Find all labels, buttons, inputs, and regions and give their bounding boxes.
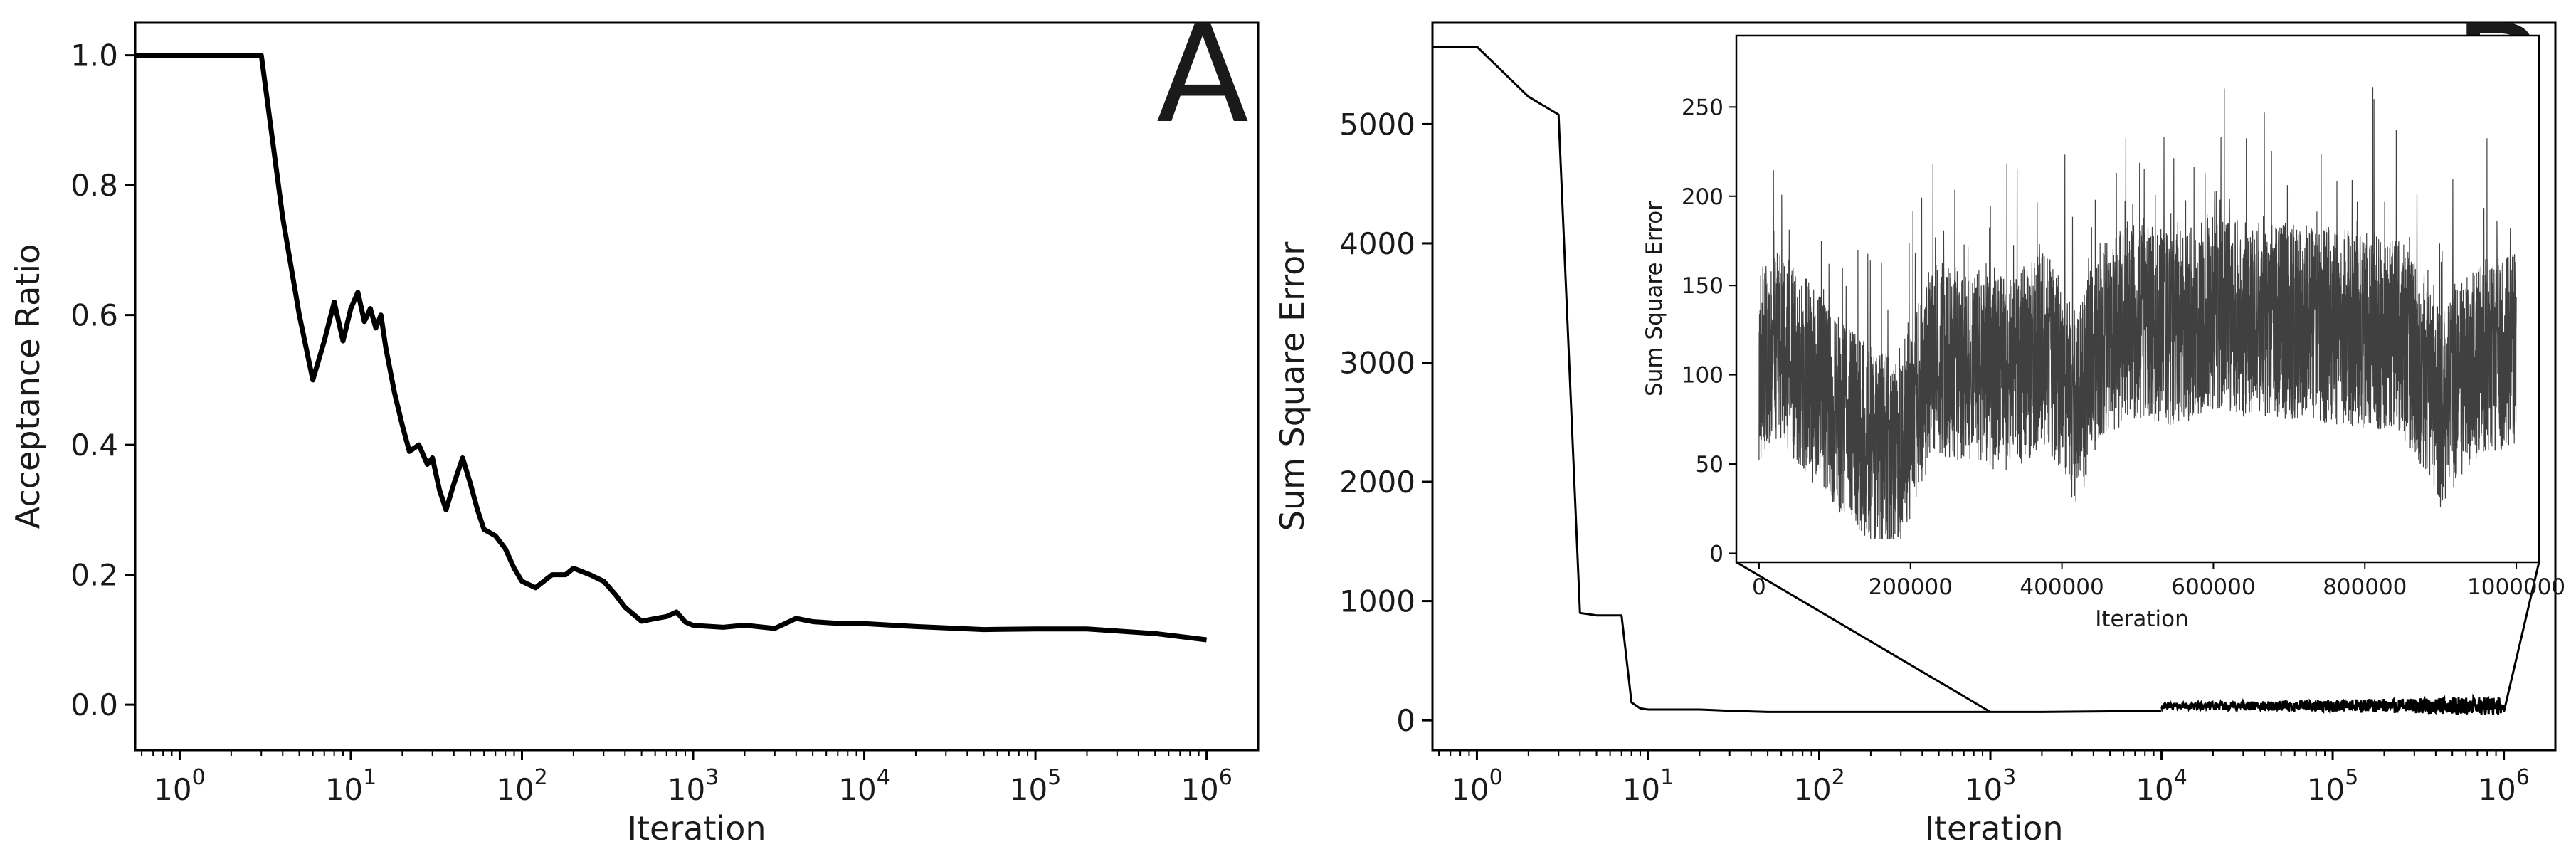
panel-b-plot-frame (1431, 21, 2557, 752)
panel-b-x-tick-label: 101 (1622, 765, 1674, 807)
panel-a-x-tick-base: 10 (838, 772, 876, 807)
panel-b-y-axis-label: Sum Square Error (1273, 242, 1311, 532)
panel-a-x-tick-label: 106 (1181, 765, 1232, 807)
panel-a-x-tick-exponent: 6 (1219, 765, 1232, 790)
panel-b-x-tick-exponent: 6 (2516, 765, 2530, 790)
inset-x-tick-label: 1000000 (2467, 574, 2565, 600)
inset-x-tick-label: 600000 (2171, 574, 2255, 600)
panel-b-x-tick-base: 10 (1965, 772, 2002, 807)
inset-x-tick-label: 0 (1752, 574, 1766, 600)
panel-b-x-tick-label: 103 (1965, 765, 2017, 807)
panel-a-x-tick-label: 100 (154, 765, 206, 807)
inset-y-tick-label: 100 (1682, 363, 1724, 389)
panel-a-x-axis-label: Iteration (627, 809, 766, 848)
panel-a-x-tick-label: 105 (1010, 765, 1062, 807)
panel-b-x-tick-base: 10 (2478, 772, 2516, 807)
panel-a-y-tick-label: 0.6 (70, 298, 118, 333)
panel-b-x-tick-label: 102 (1793, 765, 1845, 807)
panel-b-x-tick-exponent: 4 (2174, 765, 2187, 790)
panel-a-x-tick-exponent: 0 (192, 765, 206, 790)
panel-b-x-tick-label: 104 (2136, 765, 2187, 807)
panel-a-x-tick-base: 10 (325, 772, 363, 807)
panel-a-y-tick-label: 0.0 (70, 687, 118, 722)
inset-connector-left (1736, 561, 1991, 713)
inset-x-tick-label: 800000 (2323, 574, 2407, 600)
panel-a-marks (135, 53, 1208, 643)
panel-a-x-tick-label: 103 (667, 765, 719, 807)
panel-b-series-line (1432, 46, 2162, 713)
inset-x-tick-label: 200000 (1869, 574, 1953, 600)
panel-b-x-tick-exponent: 3 (2002, 765, 2016, 790)
panel-b-x-tick-label: 105 (2307, 765, 2359, 807)
panel-a-y-tick-label: 0.2 (70, 558, 118, 593)
panel-a-x-tick-label: 101 (325, 765, 377, 807)
panel-b-y-ticks: 0 1000 2000 3000 4000 5000 (1339, 107, 1432, 738)
panel-a-x-tick-base: 10 (154, 772, 191, 807)
panel-b-marks (1432, 46, 2506, 715)
panel-b-y-tick-label: 2000 (1339, 465, 1415, 500)
panel-b-y-tick-label: 1000 (1339, 584, 1415, 619)
inset-y-tick-label: 50 (1696, 452, 1724, 478)
panel-b-x-tick-base: 10 (1451, 772, 1489, 807)
panel-a-x-tick-base: 10 (496, 772, 534, 807)
panel-a-y-tick-label: 0.4 (70, 428, 118, 463)
panel-b-y-tick-label: 0 (1396, 703, 1415, 738)
panel-b-x-ticks: 100 101 102 103 104 105 106 (1438, 750, 2530, 807)
inset-x-ticks: 0 200000 400000 600000 800000 1000000 (1752, 562, 2565, 600)
panel-b-x-tick-exponent: 0 (1489, 765, 1503, 790)
inset-series-line (1758, 87, 2517, 539)
panel-a-x-tick-base: 10 (1010, 772, 1047, 807)
panel-a-x-tick-label: 102 (496, 765, 548, 807)
inset-y-ticks: 0 50 100 150 200 250 (1682, 95, 1736, 566)
panel-a-series-line (135, 53, 1208, 643)
panel-b-x-tick-exponent: 5 (2345, 765, 2358, 790)
panel-b-x-tick-base: 10 (2136, 772, 2173, 807)
panel-b-x-tick-base: 10 (1622, 772, 1660, 807)
panel-b-x-tick-label: 106 (2478, 765, 2530, 807)
panel-a-y-axis-label: Acceptance Ratio (9, 244, 47, 529)
panel-b-x-tick-exponent: 1 (1660, 765, 1674, 790)
panel-a-x-tick-exponent: 1 (363, 765, 376, 790)
panel-a-x-tick-exponent: 2 (534, 765, 548, 790)
panel-a-y-tick-label: 0.8 (70, 168, 118, 203)
panel-a-x-tick-exponent: 4 (877, 765, 890, 790)
inset-plot-frame (1735, 34, 2540, 564)
panel-a-y-ticks: 0.0 0.2 0.4 0.6 0.8 1.0 (70, 38, 135, 722)
inset-y-tick-label: 150 (1682, 273, 1724, 299)
panel-a-x-tick-base: 10 (1181, 772, 1218, 807)
panel-b-x-tick-label: 100 (1451, 765, 1503, 807)
panel-b-x-axis-label: Iteration (1924, 809, 2063, 848)
panel-b-inset: 0 50 100 150 200 250 0 200000 400000 600000 80000… (1642, 34, 2565, 632)
panel-a-letter: A (1156, 0, 1249, 153)
panel-a-x-ticks: 100 101 102 103 104 105 106 (141, 750, 1232, 807)
panel-b-x-tick-exponent: 2 (1832, 765, 1845, 790)
inset-zoom-connectors (1736, 561, 2540, 713)
panel-a-x-tick-base: 10 (667, 772, 705, 807)
panel-a-x-tick-exponent: 3 (705, 765, 719, 790)
panel-b-x-tick-base: 10 (2307, 772, 2345, 807)
panel-a-x-tick-label: 104 (838, 765, 890, 807)
panel-b-x-tick-base: 10 (1793, 772, 1831, 807)
inset-y-axis-label: Sum Square Error (1642, 201, 1667, 396)
panel-b-y-tick-label: 4000 (1339, 226, 1415, 261)
inset-marks (1758, 87, 2517, 539)
panel-b-noisy-series (2160, 693, 2506, 715)
panel-b-y-tick-label: 5000 (1339, 107, 1415, 142)
inset-x-tick-label: 400000 (2020, 574, 2103, 600)
panel-a-x-tick-exponent: 5 (1047, 765, 1061, 790)
inset-y-tick-label: 0 (1709, 541, 1724, 566)
panel-a-y-tick-label: 1.0 (70, 38, 118, 73)
inset-y-tick-label: 250 (1682, 95, 1724, 120)
panel-a: 0.00.20.40.60.81.0 100 101 102 103 104 105 106… (9, 0, 1260, 848)
inset-y-tick-label: 200 (1682, 184, 1724, 210)
inset-connector-right (2503, 562, 2540, 712)
panel-a-plot-frame (134, 21, 1260, 752)
inset-x-axis-label: Iteration (2095, 606, 2189, 632)
panel-b-y-tick-label: 3000 (1339, 345, 1415, 380)
